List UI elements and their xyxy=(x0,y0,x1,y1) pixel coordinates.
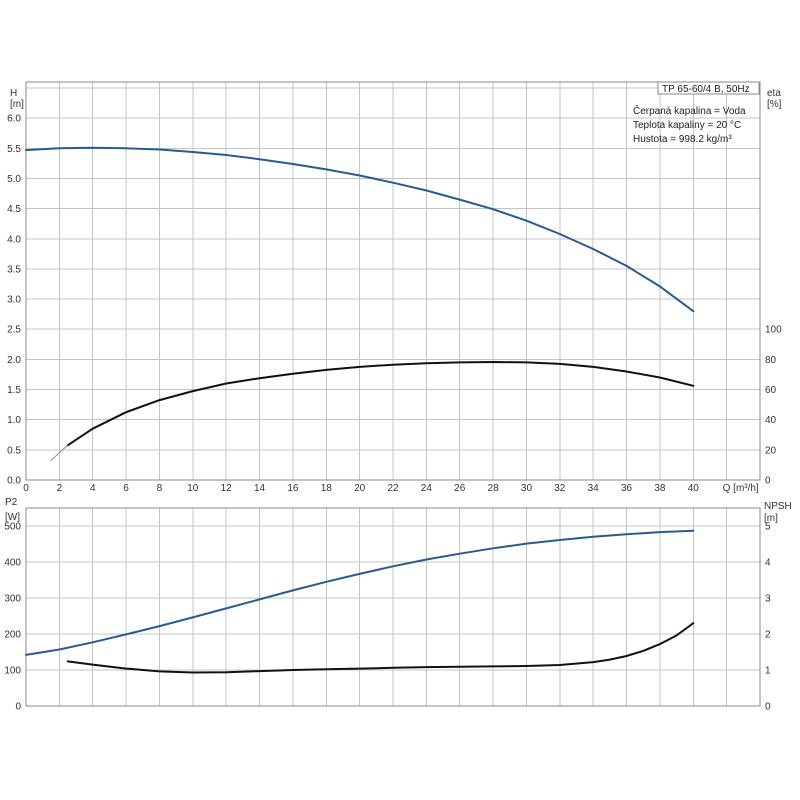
x-axis-label: Q [m³/h] xyxy=(723,483,759,494)
upper-left-tick-label: 5.0 xyxy=(7,174,21,185)
info-box-line-temperature: Teplota kapaliny = 20 °C xyxy=(633,120,741,131)
x-tick-label: 20 xyxy=(354,483,366,494)
x-tick-label: 16 xyxy=(287,483,299,494)
upper-right-tick-label: 0 xyxy=(765,476,771,487)
upper-left-tick-label: 3.0 xyxy=(7,295,21,306)
upper-curve-0 xyxy=(25,146,695,313)
upper-panel-head-efficiency: 0.0 0.5 1.0 1.5 2.0 2.5 3.0 3.5 4.0 4.5 5.0 5.5 6.0 0… xyxy=(7,81,782,494)
lower-plot-frame xyxy=(25,507,761,707)
lower-panel-power-npsh: 0 100 200 300 400 500 0 1 2 3 4 5 P2 [W] NPSH[m] xyxy=(4,497,791,713)
upper-left-tick-label: 2.0 xyxy=(7,355,21,366)
x-tick-label: 4 xyxy=(90,483,96,494)
upper-right-tick-label: 20 xyxy=(765,445,777,456)
upper-left-tick-label: 1.5 xyxy=(7,385,21,396)
lower-right-tick-label: 4 xyxy=(765,558,771,569)
lower-left-axis-label-line-0: P2 xyxy=(5,497,18,508)
lower-right-tick-label: 3 xyxy=(765,594,771,605)
lower-left-tick-label: 500 xyxy=(4,522,21,533)
upper-left-tick-label: 2.5 xyxy=(7,325,21,336)
lower-curve-1 xyxy=(66,622,695,674)
lower-right-tick-label: 0 xyxy=(765,702,771,713)
x-tick-label: 18 xyxy=(321,483,333,494)
upper-curve-1 xyxy=(66,361,695,447)
upper-left-tick-label: 0.0 xyxy=(7,476,21,487)
x-tick-label: 38 xyxy=(654,483,666,494)
x-tick-label: 28 xyxy=(488,483,500,494)
upper-right-tick-label: 60 xyxy=(765,385,777,396)
x-tick-label: 24 xyxy=(421,483,433,494)
lower-left-tick-label: 300 xyxy=(4,594,21,605)
upper-left-tick-label: 1.0 xyxy=(7,415,21,426)
upper-left-tick-label: 4.5 xyxy=(7,204,21,215)
x-tick-label: 40 xyxy=(688,483,700,494)
x-tick-label: 32 xyxy=(554,483,566,494)
upper-right-axis-label-line-1: [%] xyxy=(767,99,782,110)
upper-left-tick-label: 4.0 xyxy=(7,234,21,245)
upper-right-tick-label: 100 xyxy=(765,325,782,336)
lower-right-axis-label-line-1: [m] xyxy=(764,513,778,524)
upper-left-axis-label-line-0: H xyxy=(10,88,17,99)
upper-right-axis-label-line-0: eta xyxy=(767,88,781,99)
lower-right-tick-label: 5 xyxy=(765,522,771,533)
lower-left-tick-label: 0 xyxy=(15,702,21,713)
lower-left-axis-label-line-1: [W] xyxy=(5,512,20,523)
x-tick-label: 10 xyxy=(187,483,199,494)
info-box-model: TP 65-60/4 B, 50Hz xyxy=(662,84,750,95)
lower-left-tick-label: 400 xyxy=(4,558,21,569)
lower-curve-0 xyxy=(25,529,695,656)
upper-left-tick-label: 5.5 xyxy=(7,144,21,155)
lower-left-tick-label: 200 xyxy=(4,630,21,641)
lower-right-axis-label-line-0: NPSH xyxy=(764,501,792,512)
info-box-line-density: Hustota = 998.2 kg/m³ xyxy=(633,134,732,145)
upper-left-axis-label-line-1: [m] xyxy=(10,99,24,110)
x-tick-label: 8 xyxy=(157,483,163,494)
upper-left-tick-label: 6.0 xyxy=(7,114,21,125)
lower-right-tick-label: 2 xyxy=(765,630,771,641)
upper-left-tick-label: 3.5 xyxy=(7,264,21,275)
x-tick-label: 30 xyxy=(521,483,533,494)
upper-plot-frame xyxy=(25,81,761,481)
upper-curve-2 xyxy=(50,444,69,461)
info-box: TP 65-60/4 B, 50Hz Čerpaná kapalina = Vo… xyxy=(633,81,760,145)
x-tick-label: 2 xyxy=(57,483,63,494)
upper-right-tick-label: 80 xyxy=(765,355,777,366)
info-box-line-fluid: Čerpaná kapalina = Voda xyxy=(633,104,746,117)
x-tick-label: 26 xyxy=(454,483,466,494)
x-tick-label: 36 xyxy=(621,483,633,494)
lower-right-tick-label: 1 xyxy=(765,666,771,677)
lower-left-tick-label: 100 xyxy=(4,666,21,677)
x-tick-label: 22 xyxy=(387,483,399,494)
upper-right-tick-label: 40 xyxy=(765,415,777,426)
x-tick-label: 14 xyxy=(254,483,266,494)
x-tick-label: 34 xyxy=(588,483,600,494)
x-tick-label: 12 xyxy=(221,483,233,494)
upper-left-tick-label: 0.5 xyxy=(7,445,21,456)
x-tick-label: 6 xyxy=(123,483,129,494)
x-tick-label: 0 xyxy=(23,483,29,494)
info-box-frame xyxy=(657,81,760,95)
